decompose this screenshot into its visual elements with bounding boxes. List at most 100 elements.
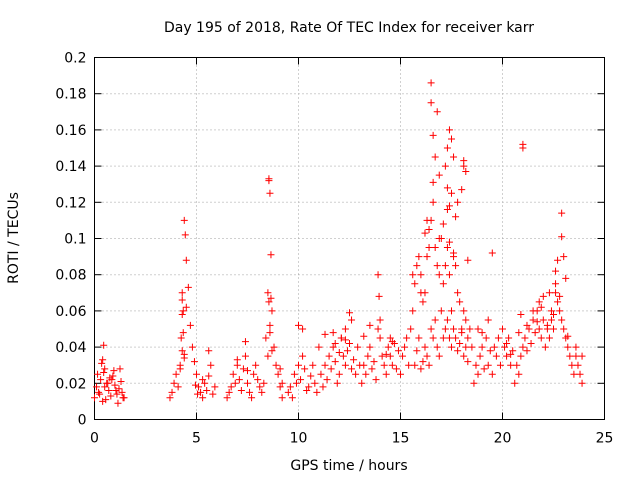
data-point	[494, 334, 502, 342]
data-point	[241, 352, 249, 360]
data-point	[431, 153, 439, 161]
data-point	[239, 365, 247, 373]
data-point	[256, 383, 264, 391]
data-point	[102, 396, 110, 404]
data-point	[177, 334, 185, 342]
data-point	[341, 336, 349, 344]
data-point	[295, 361, 302, 369]
data-point	[462, 168, 470, 176]
data-point	[113, 390, 121, 398]
data-point	[439, 334, 447, 342]
x-axis-label: GPS time / hours	[290, 458, 407, 474]
data-point	[445, 334, 453, 342]
data-point	[499, 325, 506, 333]
data-point	[458, 329, 466, 337]
data-point	[568, 361, 576, 369]
data-point	[492, 352, 500, 360]
data-point	[558, 233, 566, 241]
data-point	[515, 370, 523, 378]
data-point	[182, 303, 190, 311]
data-point	[566, 352, 574, 360]
data-point	[199, 376, 207, 384]
data-point	[178, 289, 186, 297]
data-point	[95, 388, 103, 396]
data-point	[550, 311, 557, 319]
data-point	[244, 379, 251, 387]
data-point	[441, 162, 449, 170]
data-point	[186, 321, 194, 329]
data-point	[435, 271, 443, 279]
data-point	[292, 379, 300, 387]
data-point	[478, 343, 486, 351]
data-point	[321, 330, 329, 338]
data-point	[295, 321, 302, 329]
data-point	[235, 376, 243, 384]
data-point	[233, 356, 241, 364]
data-point	[554, 256, 562, 264]
data-point	[172, 370, 180, 378]
data-point	[421, 343, 429, 351]
y-tick-label: 0.08	[55, 268, 86, 284]
y-axis-label: ROTI / TECUs	[6, 192, 22, 284]
y-tick-label: 0.14	[55, 159, 86, 175]
data-point	[517, 311, 525, 319]
data-point	[427, 79, 435, 87]
data-point	[170, 379, 178, 387]
data-point	[227, 383, 235, 391]
data-point	[464, 256, 472, 264]
data-point	[319, 383, 327, 391]
data-point	[535, 298, 543, 306]
data-point	[115, 385, 123, 393]
data-point	[348, 365, 356, 373]
data-point	[501, 343, 509, 351]
data-point	[523, 347, 531, 355]
data-point	[178, 311, 186, 319]
data-point	[94, 370, 102, 378]
data-point	[401, 343, 409, 351]
data-point	[452, 334, 460, 342]
data-point	[472, 361, 480, 369]
data-point	[564, 343, 572, 351]
data-point	[267, 294, 275, 302]
data-point	[254, 376, 262, 384]
chart-title: Day 195 of 2018, Rate Of TEC Index for r…	[164, 20, 534, 36]
data-point	[496, 361, 504, 369]
data-point	[378, 352, 386, 360]
data-point	[110, 367, 118, 375]
data-point	[348, 316, 356, 324]
data-point	[211, 383, 219, 391]
data-point	[535, 325, 543, 333]
data-point	[448, 189, 455, 197]
data-point	[454, 347, 462, 355]
data-point	[560, 325, 568, 333]
data-point	[443, 144, 451, 152]
data-point	[429, 334, 437, 342]
data-point	[388, 361, 396, 369]
data-point	[91, 394, 98, 402]
data-point	[248, 394, 256, 402]
data-point	[411, 361, 419, 369]
data-point	[550, 325, 557, 333]
data-point	[425, 361, 433, 369]
data-point	[417, 271, 425, 279]
data-point	[168, 388, 176, 396]
data-point	[407, 325, 415, 333]
data-point	[120, 394, 128, 402]
data-point	[278, 379, 286, 387]
data-point	[105, 387, 113, 395]
data-point	[337, 334, 345, 342]
data-point	[558, 316, 566, 324]
data-point	[179, 329, 187, 337]
data-point	[503, 352, 511, 360]
data-point	[266, 329, 274, 337]
data-point	[350, 356, 358, 364]
data-point	[558, 209, 566, 217]
data-point	[382, 350, 390, 358]
data-point	[509, 347, 517, 355]
data-point	[490, 343, 498, 351]
data-point	[445, 126, 453, 134]
data-point	[452, 213, 460, 221]
data-point	[474, 325, 482, 333]
data-point	[331, 339, 339, 347]
data-point	[267, 251, 275, 259]
